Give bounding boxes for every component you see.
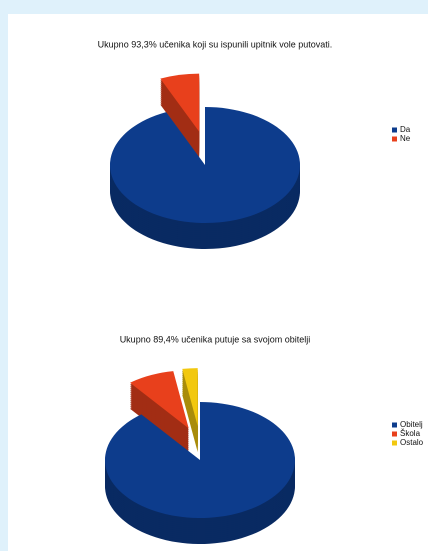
legend-swatch	[392, 422, 397, 428]
legend-label: Da	[400, 125, 411, 134]
pie-slice	[160, 73, 200, 132]
chart-title: Ukupno 89,4% učenika putuje sa svojom ob…	[120, 334, 311, 344]
legend-label: Obitelj	[400, 420, 423, 429]
chart-title: Ukupno 93,3% učenika koji su ispunili up…	[98, 39, 333, 49]
legend-swatch	[392, 127, 397, 133]
legend-swatch	[392, 431, 397, 437]
pie-slice	[110, 107, 301, 223]
pie-slice	[104, 402, 295, 518]
legend-label: Ostalo	[400, 438, 424, 447]
legend-swatch	[392, 440, 397, 446]
legend-label: Ne	[400, 134, 411, 143]
pie-slice	[130, 371, 189, 429]
pie-slice	[182, 368, 198, 427]
legend-label: Škola	[400, 429, 421, 438]
legend-swatch	[392, 136, 397, 142]
